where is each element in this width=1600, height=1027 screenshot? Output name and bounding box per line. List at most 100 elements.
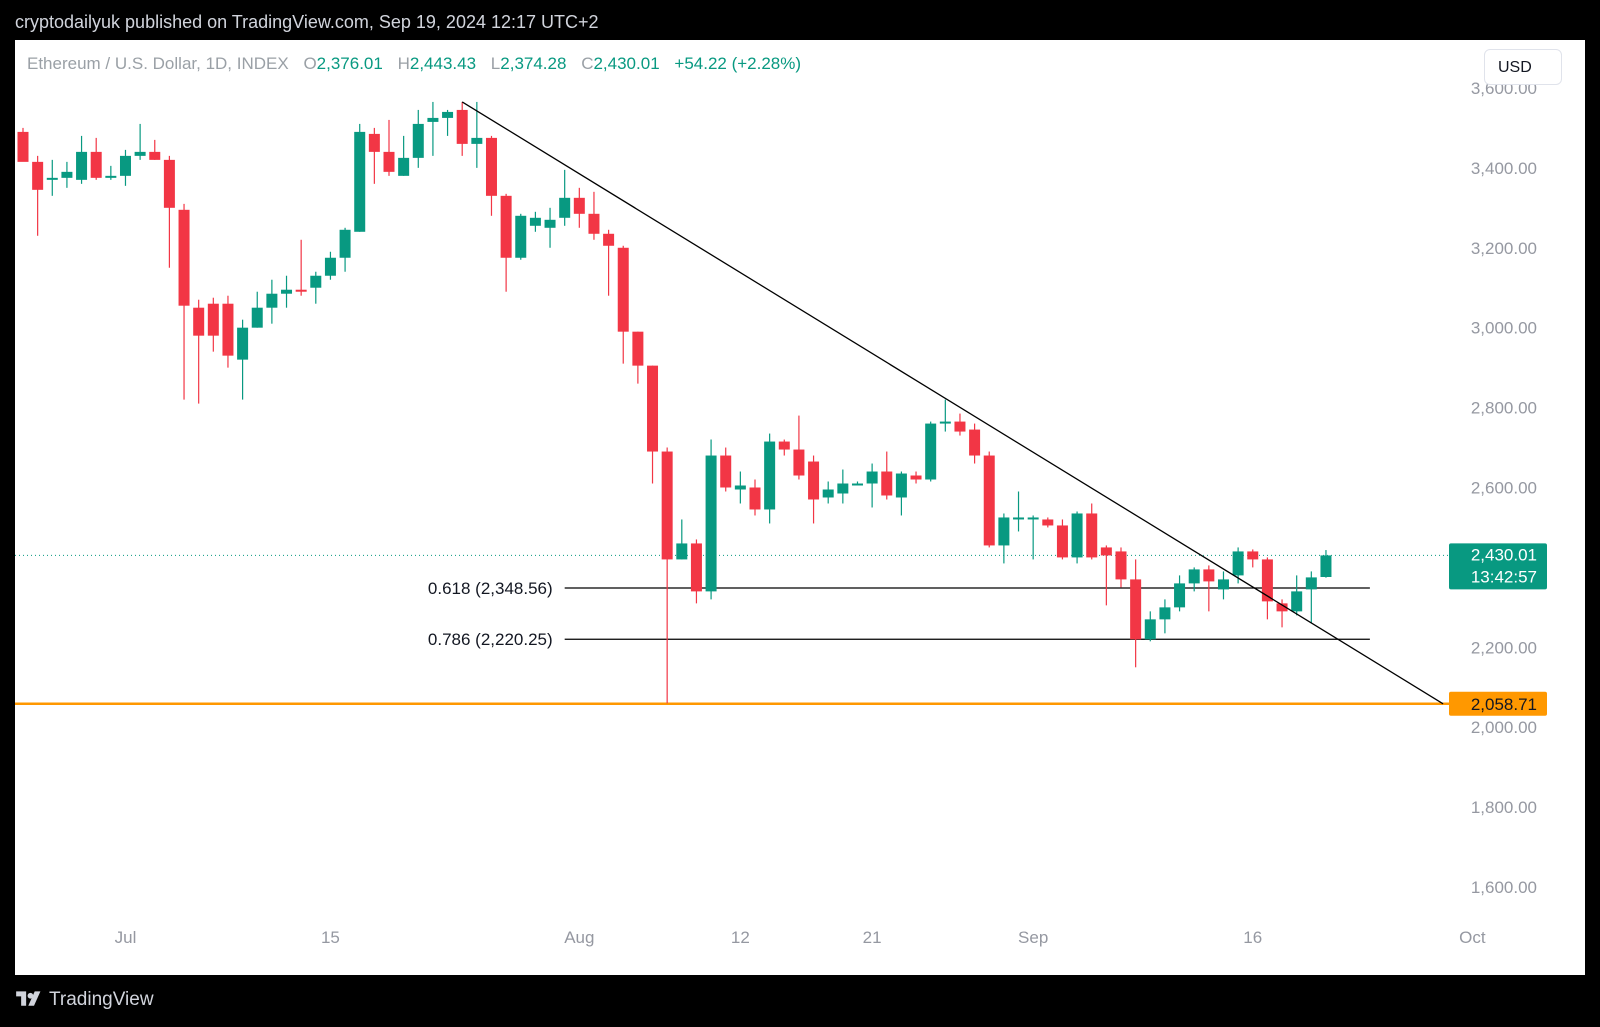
candle-body (383, 151, 395, 172)
y-tick-label: 2,600.00 (1471, 479, 1537, 498)
last-price-tag-value: 2,430.01 (1471, 545, 1537, 564)
candle-body (954, 421, 966, 432)
candle-body (969, 429, 981, 456)
candle-body (661, 451, 673, 560)
candle-body (1203, 569, 1215, 582)
candle-body (1042, 519, 1054, 526)
candle-body (1320, 555, 1332, 577)
candle-body (295, 289, 307, 292)
candle-body (515, 215, 527, 258)
candle-body (939, 421, 951, 424)
candle-body (866, 471, 878, 484)
candle-body (573, 197, 585, 214)
candle-body (1188, 569, 1200, 584)
candle-body (910, 475, 922, 480)
candle-body (559, 197, 571, 218)
candle-body (529, 217, 541, 226)
candle-body (1159, 607, 1171, 620)
candle-body (149, 151, 161, 160)
candle-body (61, 171, 73, 178)
chart-plot[interactable]: 1,600.001,800.002,000.002,200.002,400.00… (15, 40, 1585, 975)
fib-level-label: 0.618 (2,348.56) (428, 579, 553, 598)
candle-body (442, 111, 454, 118)
y-tick-label: 2,200.00 (1471, 638, 1537, 657)
candle-body (1174, 583, 1186, 608)
candle-body (1086, 513, 1098, 558)
candle-body (324, 257, 336, 276)
publish-info: cryptodailyuk published on TradingView.c… (15, 12, 599, 32)
candle-body (1261, 559, 1273, 602)
candle-body (1276, 603, 1288, 612)
candle-body (1130, 579, 1142, 640)
candle-body (485, 137, 497, 196)
high-value: 2,443.43 (409, 54, 477, 73)
fib-level-label: 0.786 (2,220.25) (428, 630, 553, 649)
candle-body (398, 157, 410, 176)
change-value: +54.22 (+2.28%) (674, 54, 802, 73)
candle-body (837, 483, 849, 494)
candle-body (1115, 551, 1127, 580)
candle-body (1056, 525, 1068, 558)
candle-body (998, 517, 1010, 546)
currency-button[interactable]: USD (1484, 49, 1562, 85)
candle-body (734, 485, 746, 490)
candle-body (1144, 619, 1156, 640)
candle-body (1027, 517, 1039, 520)
candle-body (690, 543, 702, 592)
candle-body (32, 161, 44, 190)
candle-body (266, 293, 278, 308)
x-tick-label: Oct (1459, 928, 1486, 947)
y-tick-label: 1,600.00 (1471, 878, 1537, 897)
tradingview-logo-text: TradingView (49, 989, 154, 1010)
candle-body (1232, 551, 1244, 576)
x-tick-label: Sep (1018, 928, 1048, 947)
trendline (461, 101, 1444, 705)
candle-body (881, 471, 893, 496)
tradingview-logo[interactable]: TradingView (15, 989, 154, 1011)
candle-body (705, 455, 717, 592)
candle-body (207, 303, 219, 336)
support-price-tag-value: 2,058.71 (1471, 695, 1537, 714)
chart-frame[interactable]: 1,600.001,800.002,000.002,200.002,400.00… (15, 40, 1585, 975)
candle-body (1217, 579, 1229, 590)
y-tick-label: 3,200.00 (1471, 239, 1537, 258)
candle-body (222, 303, 234, 356)
candle-body (119, 155, 131, 176)
candle-body (617, 247, 629, 332)
x-tick-label: Aug (564, 928, 594, 947)
candle-body (163, 159, 175, 208)
close-value: 2,430.01 (593, 54, 660, 73)
candle-body (193, 307, 205, 336)
y-tick-label: 1,800.00 (1471, 798, 1537, 817)
close-label: C (581, 54, 594, 73)
last-price-tag (1449, 543, 1547, 590)
candle-body (1100, 547, 1112, 556)
candle-body (1305, 577, 1317, 590)
y-tick-label: 2,000.00 (1471, 718, 1537, 737)
candle-body (793, 449, 805, 476)
candle-body (1291, 591, 1303, 612)
candle-body (647, 365, 659, 452)
candle-body (1071, 513, 1083, 558)
countdown-timer: 13:42:57 (1471, 567, 1537, 586)
candle-body (808, 461, 820, 500)
high-label: H (397, 54, 410, 73)
candle-body (90, 151, 102, 178)
candle-body (983, 455, 995, 546)
top-bar: cryptodailyuk published on TradingView.c… (0, 0, 1600, 40)
candle-body (17, 131, 29, 162)
candle-body (1247, 551, 1259, 560)
x-tick-label: 15 (321, 928, 340, 947)
candle-body (368, 133, 380, 152)
candle-body (354, 131, 366, 232)
x-tick-label: 12 (731, 928, 750, 947)
candle-body (720, 455, 732, 488)
x-tick-label: 21 (863, 928, 882, 947)
symbol-name: Ethereum / U.S. Dollar, 1D, INDEX (27, 54, 289, 73)
candle-body (500, 195, 512, 258)
bottom-bar: TradingView (0, 975, 1600, 1027)
candle-body (851, 483, 863, 486)
y-tick-label: 3,400.00 (1471, 159, 1537, 178)
tradingview-logo-icon (16, 991, 41, 1006)
candle-body (427, 117, 439, 122)
